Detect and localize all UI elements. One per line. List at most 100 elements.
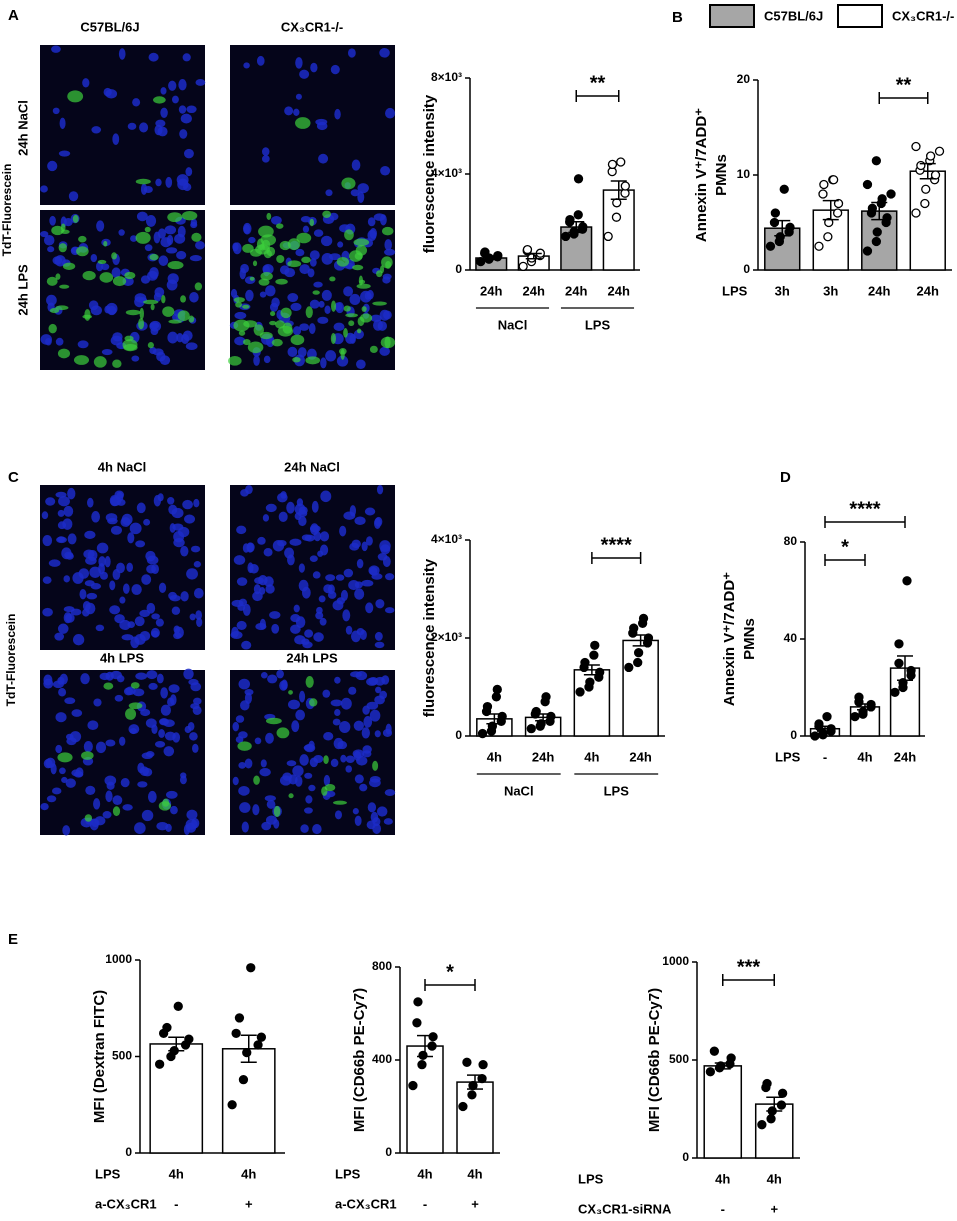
cell (330, 758, 339, 768)
cell (236, 525, 247, 535)
cell (300, 824, 309, 833)
cell (57, 509, 65, 517)
y-axis-label: PMNs (713, 154, 730, 196)
cell (59, 117, 66, 130)
cell (245, 289, 254, 302)
data-point (894, 658, 904, 668)
y-tick-label: 20 (737, 72, 751, 86)
stain (139, 307, 144, 320)
stain (57, 752, 73, 763)
data-point (575, 687, 585, 697)
stain (309, 698, 318, 707)
cell (116, 498, 126, 506)
cell (319, 617, 327, 626)
data-point (242, 1047, 252, 1058)
cell (318, 595, 326, 603)
cell (168, 80, 177, 91)
legend-label: CX₃CR1-/- (892, 8, 954, 23)
stain (112, 276, 127, 287)
cell (301, 534, 312, 541)
cell (144, 244, 153, 252)
cell (195, 610, 203, 621)
cell (295, 709, 306, 721)
data-point (173, 1001, 183, 1011)
data-point (607, 159, 618, 170)
y-tick-label: 40 (784, 631, 798, 645)
data-point (427, 1041, 437, 1051)
cell (357, 191, 365, 203)
stain (301, 256, 311, 264)
cell (293, 108, 300, 116)
row-label: 24h NaCl (15, 100, 30, 156)
cell (379, 48, 390, 58)
cell (234, 311, 247, 320)
data-point (238, 1075, 249, 1085)
stain (194, 282, 203, 291)
significance-label: *** (737, 956, 761, 978)
cell (279, 265, 290, 275)
cell (176, 250, 187, 260)
data-point (589, 650, 599, 660)
stain (48, 323, 57, 334)
cell (384, 789, 396, 797)
cell (350, 189, 360, 197)
panel-label: D (780, 469, 791, 486)
cell (384, 248, 396, 256)
cell (47, 160, 58, 172)
cell (345, 765, 352, 773)
cell (354, 815, 362, 827)
data-point (916, 160, 926, 171)
cell (232, 242, 242, 255)
cell (290, 614, 301, 623)
cell (179, 129, 188, 139)
significance-label: **** (849, 498, 880, 520)
stain (288, 793, 294, 799)
cell (354, 588, 365, 600)
stain (49, 308, 60, 314)
cell (353, 750, 362, 761)
stain (253, 775, 260, 785)
significance-label: ** (590, 72, 606, 94)
cell (279, 775, 292, 786)
cell (287, 293, 299, 303)
cell (105, 790, 113, 803)
cell (66, 737, 77, 746)
cell (64, 697, 76, 705)
cell (242, 603, 251, 616)
cell (110, 525, 122, 535)
cell (238, 598, 248, 607)
x-tick-label: 4h (169, 1166, 184, 1181)
data-point (779, 184, 789, 194)
x-tick-label: 24h (917, 283, 939, 298)
cell (320, 235, 333, 247)
data-point (882, 213, 892, 223)
cell (146, 602, 156, 614)
cell (262, 264, 274, 275)
cell (127, 122, 137, 130)
x-tick-label: 24h (868, 283, 890, 298)
side-label: TdT-Fluorescein (4, 614, 18, 707)
data-point (633, 657, 643, 668)
cell (329, 212, 339, 221)
cell (95, 624, 105, 632)
cell (102, 810, 112, 819)
cell (91, 511, 101, 523)
cell (174, 233, 186, 244)
data-point (428, 1032, 438, 1042)
cell (43, 758, 53, 769)
cell (262, 147, 270, 156)
stain (84, 814, 93, 822)
cell (320, 490, 332, 503)
panel-label: C (8, 469, 19, 486)
cell (180, 591, 189, 602)
cell (304, 807, 313, 814)
cell (182, 499, 193, 510)
cell (382, 276, 391, 284)
cell (93, 798, 101, 810)
cell (313, 632, 324, 642)
cell (256, 55, 265, 66)
cell (160, 237, 172, 248)
cell (290, 302, 302, 311)
cell (286, 760, 297, 767)
